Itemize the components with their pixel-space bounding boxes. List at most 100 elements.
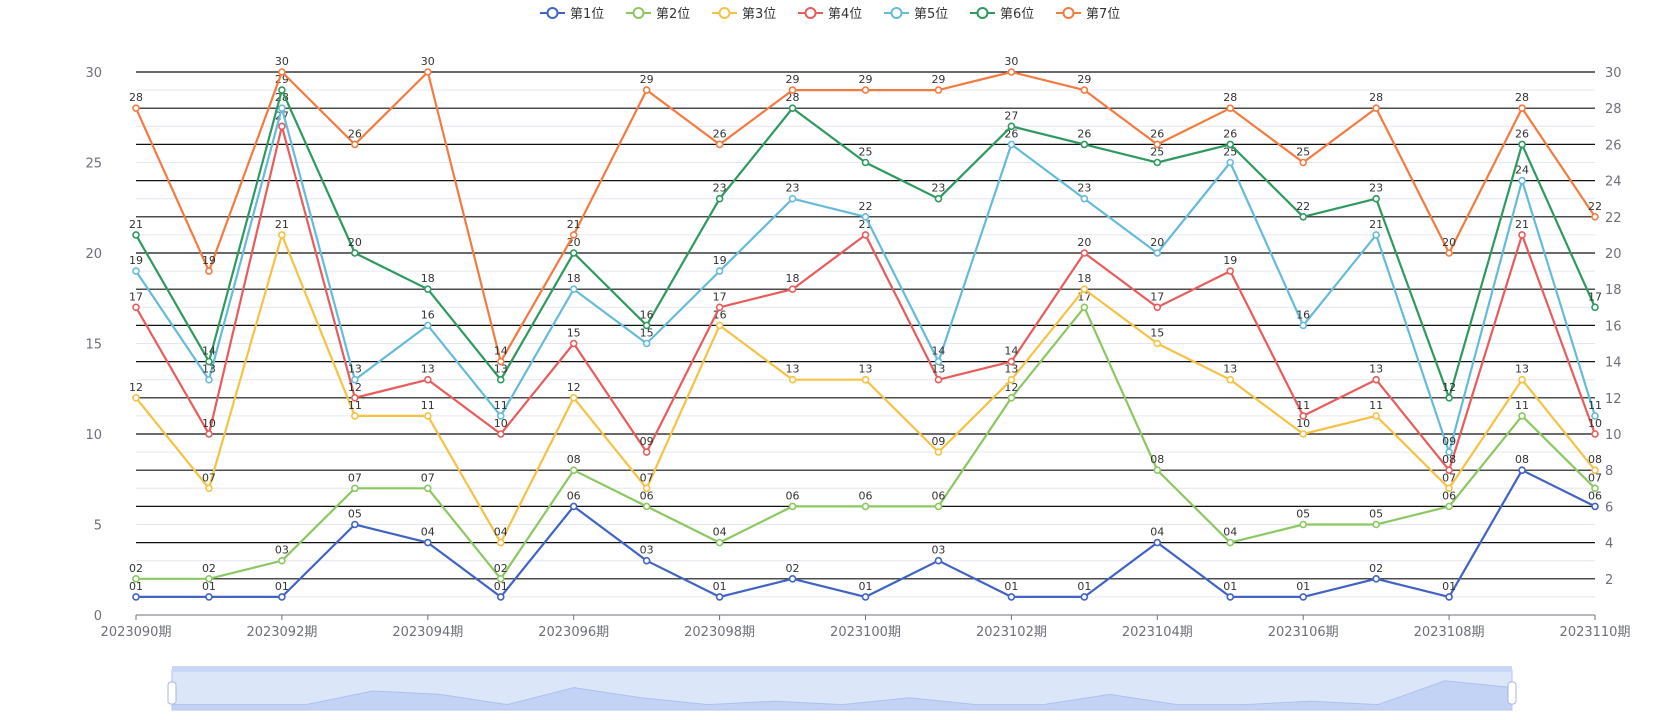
data-point[interactable] [1518, 375, 1526, 384]
data-point[interactable] [278, 104, 286, 112]
data-point[interactable] [205, 430, 213, 438]
data-point[interactable] [788, 86, 797, 94]
data-point[interactable] [1518, 104, 1526, 112]
data-point[interactable] [1445, 249, 1453, 257]
legend-item-6[interactable]: 第6位 [970, 7, 1034, 22]
data-point[interactable] [1080, 140, 1089, 149]
data-point[interactable] [1226, 375, 1235, 384]
data-point[interactable] [788, 375, 797, 384]
data-point[interactable] [788, 502, 797, 511]
data-point[interactable] [1007, 140, 1016, 149]
data-point[interactable] [569, 502, 578, 511]
data-point[interactable] [1007, 68, 1016, 76]
data-point[interactable] [642, 321, 651, 330]
data-point[interactable] [1591, 484, 1599, 493]
data-point[interactable] [1445, 393, 1453, 402]
data-point[interactable] [1226, 158, 1235, 167]
zoom-selection[interactable] [171, 669, 1513, 711]
legend[interactable]: 第1位 第2位 第3位 第4位 第5位 第6位 第7位 [540, 7, 1120, 22]
data-point[interactable] [934, 502, 943, 511]
data-point[interactable] [1591, 213, 1599, 221]
data-point[interactable] [715, 194, 724, 203]
data-point[interactable] [1007, 393, 1016, 402]
data-point[interactable] [642, 502, 651, 511]
data-point[interactable] [1226, 104, 1235, 112]
legend-item-7[interactable]: 第7位 [1056, 7, 1120, 22]
data-point[interactable] [1591, 303, 1599, 312]
data-point[interactable] [861, 593, 870, 601]
data-point[interactable] [205, 574, 213, 583]
data-point[interactable] [1518, 140, 1526, 149]
data-point[interactable] [715, 538, 724, 547]
data-point[interactable] [1007, 122, 1016, 131]
data-point[interactable] [1299, 321, 1307, 330]
data-point[interactable] [788, 285, 797, 294]
data-point[interactable] [496, 375, 505, 384]
data-point[interactable] [569, 393, 578, 402]
data-point[interactable] [715, 267, 724, 275]
data-point[interactable] [861, 86, 870, 94]
data-point[interactable] [1080, 194, 1089, 203]
data-point[interactable] [132, 574, 140, 583]
data-point[interactable] [1518, 176, 1526, 185]
data-point[interactable] [205, 375, 213, 384]
data-point[interactable] [278, 556, 286, 565]
zoom-handle-left[interactable] [167, 681, 177, 705]
legend-item-1[interactable]: 第1位 [540, 7, 604, 22]
data-point[interactable] [934, 194, 943, 203]
data-point[interactable] [423, 484, 432, 493]
data-point[interactable] [205, 357, 213, 366]
data-point[interactable] [1445, 484, 1453, 493]
data-point[interactable] [496, 593, 505, 601]
data-point[interactable] [496, 357, 505, 366]
data-point[interactable] [1372, 375, 1380, 384]
data-point[interactable] [1372, 520, 1380, 529]
data-point[interactable] [278, 122, 286, 131]
data-point[interactable] [715, 321, 724, 330]
data-point[interactable] [1445, 466, 1453, 475]
data-point[interactable] [1372, 231, 1380, 239]
data-point[interactable] [132, 393, 140, 402]
data-point[interactable] [1080, 593, 1089, 601]
data-point[interactable] [1299, 593, 1307, 601]
data-point[interactable] [423, 68, 432, 76]
data-point[interactable] [1591, 466, 1599, 475]
data-point[interactable] [132, 267, 140, 275]
data-point[interactable] [1299, 158, 1307, 167]
data-point[interactable] [1153, 158, 1162, 167]
data-point[interactable] [569, 466, 578, 475]
data-point[interactable] [1080, 86, 1089, 94]
data-point[interactable] [1372, 574, 1380, 583]
data-point[interactable] [1591, 412, 1599, 420]
data-point[interactable] [569, 249, 578, 257]
data-point[interactable] [1153, 339, 1162, 348]
data-point[interactable] [132, 593, 140, 601]
data-point[interactable] [788, 194, 797, 203]
data-point[interactable] [1226, 140, 1235, 149]
data-point[interactable] [278, 231, 286, 239]
legend-item-2[interactable]: 第2位 [626, 7, 690, 22]
data-point[interactable] [715, 593, 724, 601]
data-point[interactable] [132, 104, 140, 112]
data-point[interactable] [423, 538, 432, 547]
data-point[interactable] [423, 321, 432, 330]
data-point[interactable] [351, 412, 359, 420]
data-point[interactable] [1007, 357, 1016, 366]
data-point[interactable] [1445, 502, 1453, 511]
data-point[interactable] [934, 556, 943, 565]
data-point[interactable] [351, 520, 359, 529]
zoom-handle-right[interactable] [1507, 681, 1517, 705]
data-point[interactable] [1518, 412, 1526, 420]
data-point[interactable] [569, 285, 578, 294]
data-point[interactable] [1299, 213, 1307, 221]
data-point[interactable] [351, 484, 359, 493]
data-point[interactable] [1299, 430, 1307, 438]
data-point[interactable] [934, 448, 943, 456]
data-point[interactable] [715, 303, 724, 312]
data-point[interactable] [934, 86, 943, 94]
data-point[interactable] [496, 574, 505, 583]
data-point[interactable] [1226, 267, 1235, 275]
data-point[interactable] [934, 357, 943, 366]
data-point[interactable] [934, 375, 943, 384]
data-point[interactable] [861, 231, 870, 239]
